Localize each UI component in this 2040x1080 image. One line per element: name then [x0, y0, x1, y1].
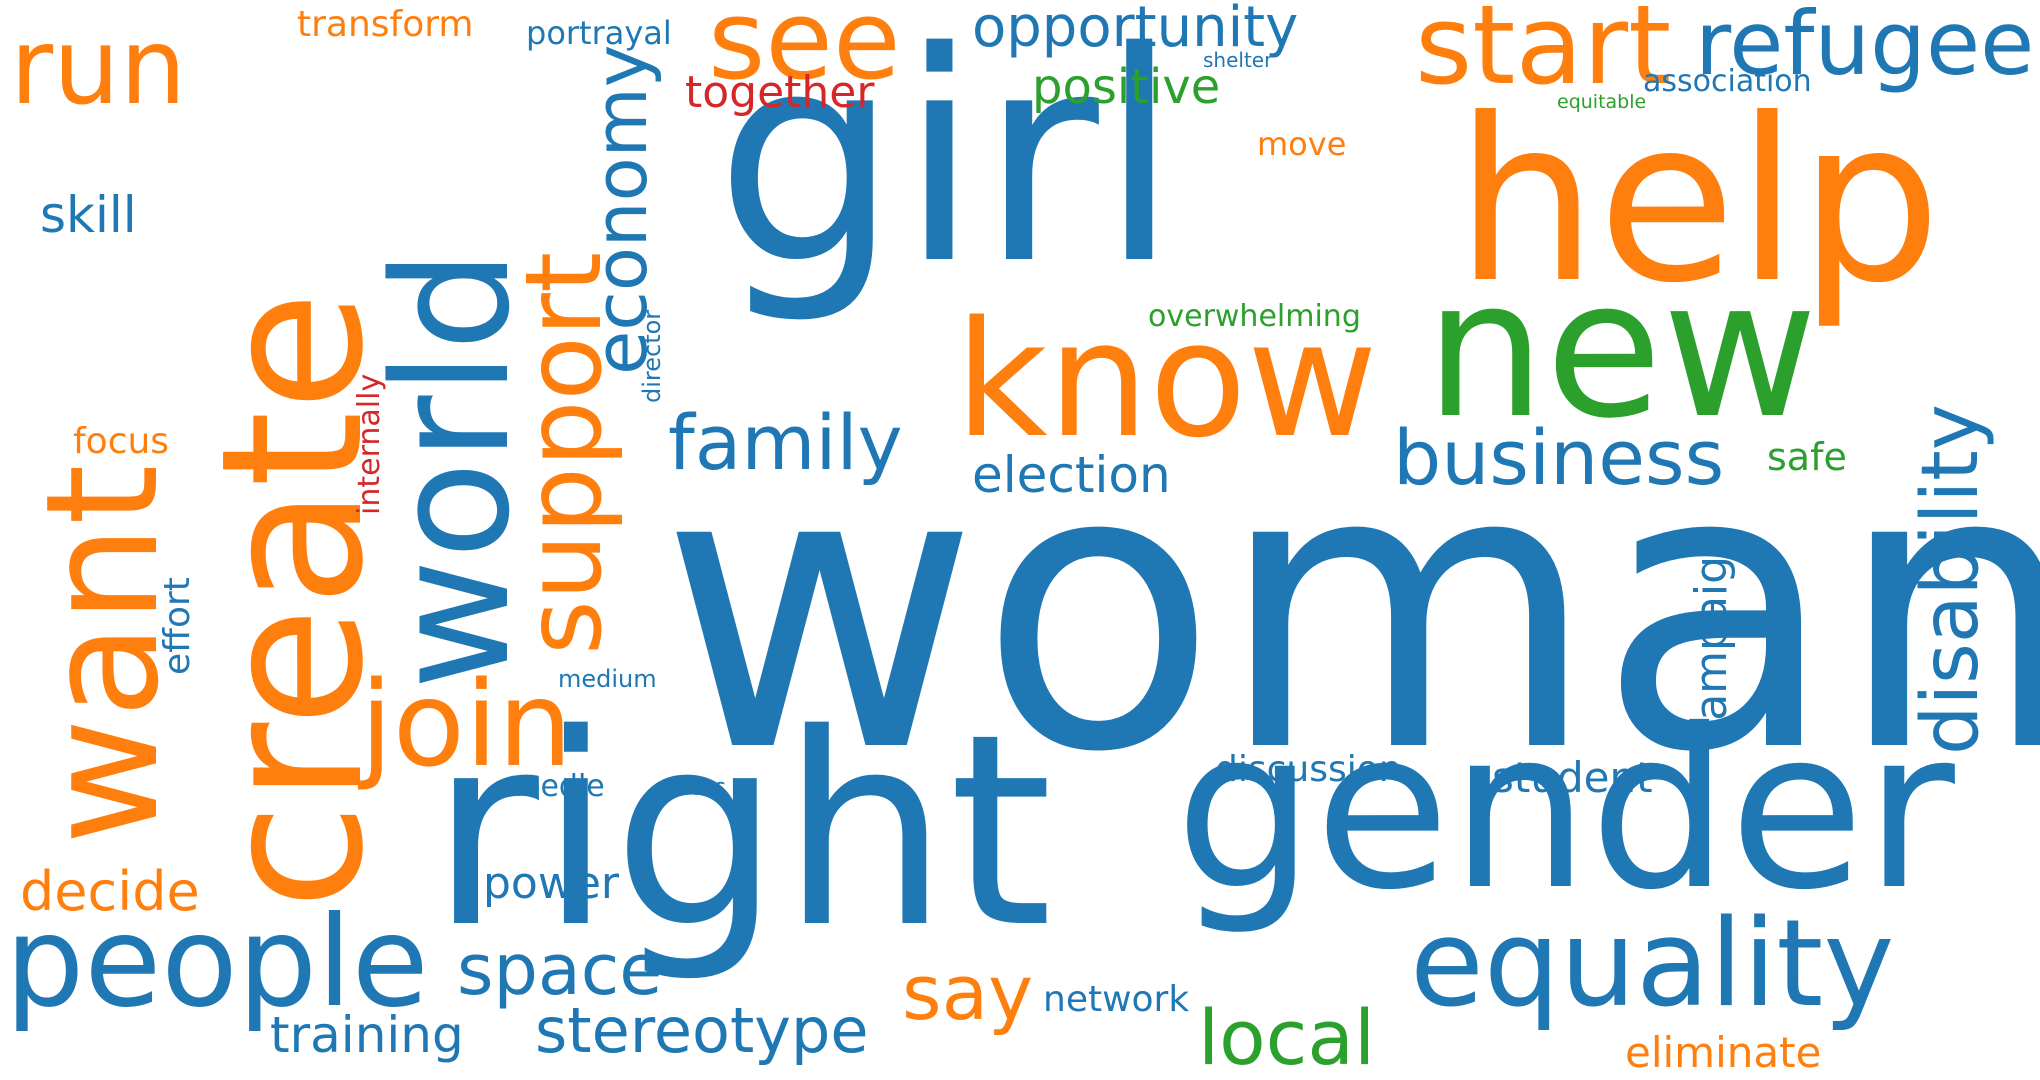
word-run: run: [10, 6, 187, 128]
word-know: know: [955, 286, 1378, 473]
word-skill: skill: [40, 186, 137, 244]
word-business: business: [1393, 413, 1725, 502]
word-gender: gender: [1175, 682, 1955, 938]
word-exec: exec: [670, 773, 726, 801]
word-effort: effort: [157, 577, 198, 675]
word-association: association: [1643, 64, 1812, 99]
word-say: say: [902, 948, 1034, 1037]
word-transform: transform: [297, 4, 474, 45]
word-right: right: [430, 678, 1053, 986]
word-new: new: [1425, 239, 1818, 460]
word-network: network: [1043, 979, 1190, 1020]
word-campaign: campaign: [1686, 528, 1737, 745]
word-power: power: [483, 858, 619, 909]
word-see: see: [708, 0, 901, 104]
word-director: director: [638, 309, 666, 403]
word-needle: needle: [503, 769, 605, 804]
word-local: local: [1198, 993, 1376, 1080]
word-election: election: [972, 446, 1171, 504]
word-medium: medium: [558, 665, 657, 693]
word-join: join: [360, 655, 573, 793]
word-disability: disability: [1906, 404, 1996, 755]
word-girl: girl: [715, 0, 1180, 328]
word-help: help: [1455, 71, 1942, 333]
word-move: move: [1257, 125, 1347, 163]
word-internally: internally: [352, 373, 387, 515]
word-student: student: [1492, 753, 1653, 802]
word-positive: positive: [1032, 59, 1221, 115]
word-decide: decide: [20, 860, 200, 923]
word-training: training: [270, 1006, 464, 1064]
word-discussion: discussion: [1215, 749, 1402, 790]
word-equitable: equitable: [1557, 91, 1647, 113]
word-eliminate: eliminate: [1625, 1028, 1822, 1077]
word-family: family: [668, 398, 903, 487]
word-woman: woman: [660, 383, 2040, 837]
word-shelter: shelter: [1203, 48, 1273, 72]
word-equality: equality: [1410, 895, 1895, 1034]
word-refugee: refugee: [1695, 0, 2035, 95]
word-together: together: [685, 67, 875, 118]
word-focus: focus: [73, 421, 170, 462]
word-space: space: [457, 929, 663, 1011]
word-people: people: [5, 890, 429, 1035]
word-stereotype: stereotype: [535, 994, 869, 1067]
word-opportunity: opportunity: [972, 0, 1299, 60]
word-start: start: [1415, 0, 1672, 109]
word-portrayal: portrayal: [526, 14, 672, 52]
word-overwhelming: overwhelming: [1148, 299, 1361, 334]
word-safe: safe: [1767, 435, 1847, 479]
